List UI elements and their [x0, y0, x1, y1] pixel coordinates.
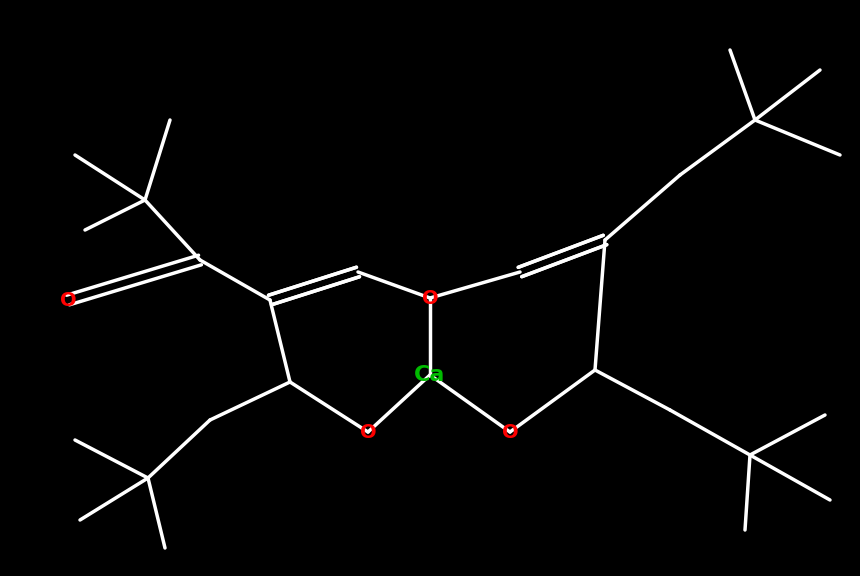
Text: O: O: [59, 290, 77, 309]
Text: Ca: Ca: [415, 365, 445, 385]
Text: O: O: [359, 423, 377, 441]
Text: O: O: [421, 289, 439, 308]
Text: O: O: [501, 423, 519, 441]
